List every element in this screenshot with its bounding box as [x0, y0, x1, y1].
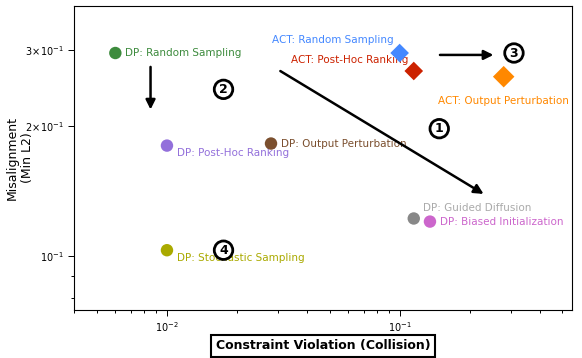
- Point: [267, 141, 276, 146]
- Text: DP: Guided Diffusion: DP: Guided Diffusion: [424, 203, 532, 213]
- Text: 4: 4: [219, 244, 228, 257]
- Text: DP: Biased Initialization: DP: Biased Initialization: [439, 217, 563, 227]
- Point: [162, 247, 172, 253]
- Text: 2: 2: [219, 83, 228, 96]
- Point: [111, 50, 120, 56]
- Text: DP: Random Sampling: DP: Random Sampling: [125, 48, 242, 58]
- Point: [409, 68, 418, 74]
- Text: ACT: Output Perturbation: ACT: Output Perturbation: [438, 96, 569, 106]
- Text: DP: Post-Hoc Ranking: DP: Post-Hoc Ranking: [177, 148, 289, 158]
- Point: [499, 74, 508, 79]
- Point: [409, 216, 418, 221]
- Point: [425, 219, 435, 224]
- Text: ACT: Random Sampling: ACT: Random Sampling: [272, 35, 394, 45]
- Text: 3: 3: [510, 47, 519, 59]
- Text: DP: Output Perturbation: DP: Output Perturbation: [281, 139, 406, 149]
- Y-axis label: Misalignment
(Min L2): Misalignment (Min L2): [6, 116, 34, 200]
- Point: [162, 143, 172, 149]
- X-axis label: Constraint Violation (Collision): Constraint Violation (Collision): [216, 339, 431, 352]
- Text: ACT: Post-Hoc Ranking: ACT: Post-Hoc Ranking: [291, 55, 408, 66]
- Point: [395, 50, 404, 56]
- Text: 1: 1: [435, 122, 443, 135]
- Text: DP: Stochastic Sampling: DP: Stochastic Sampling: [177, 253, 304, 263]
